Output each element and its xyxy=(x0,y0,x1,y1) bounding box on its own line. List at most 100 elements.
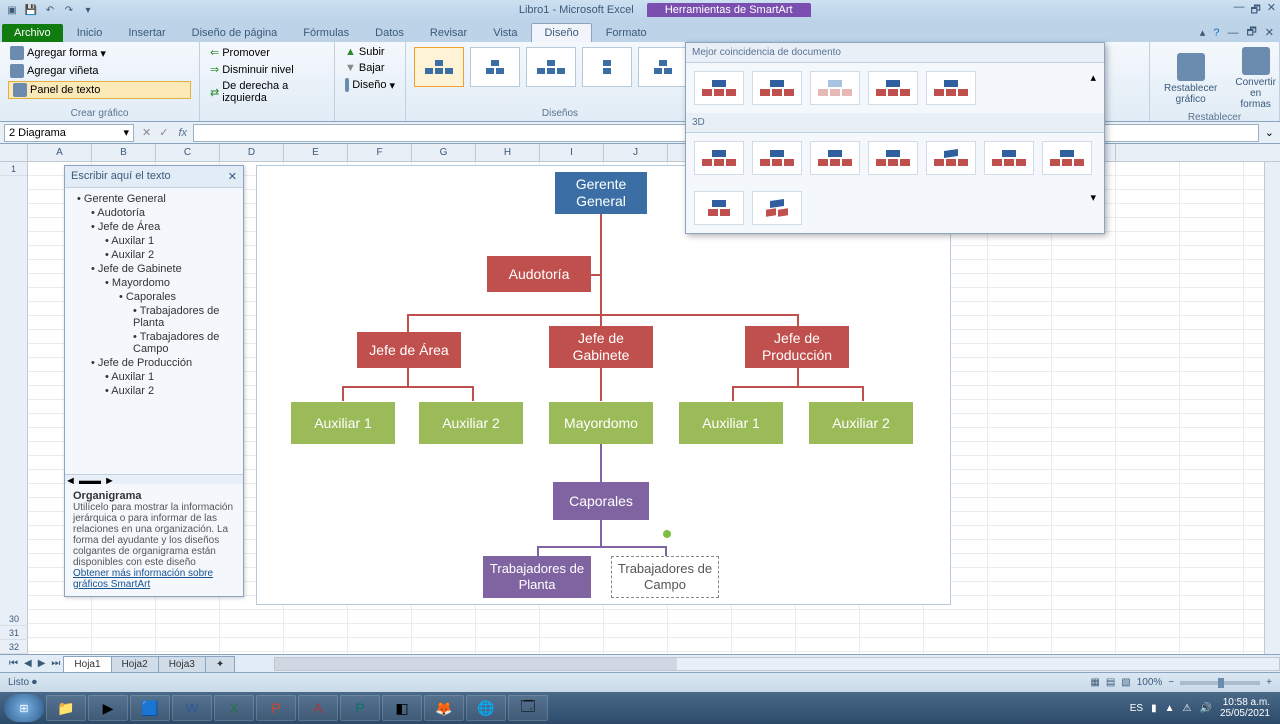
style-thumb-3d[interactable] xyxy=(752,191,802,225)
layout-thumb-5[interactable] xyxy=(638,47,688,87)
window-minimize-icon[interactable]: — xyxy=(1227,27,1238,39)
convertir-formas-button[interactable]: Convertir en formas xyxy=(1229,45,1280,112)
sheet-tab-hoja3[interactable]: Hoja3 xyxy=(158,656,206,672)
taskbar-word-icon[interactable]: W xyxy=(172,695,212,721)
style-thumb[interactable] xyxy=(694,71,744,105)
agregar-forma-button[interactable]: Agregar forma ▾ xyxy=(8,45,191,61)
node-gerente[interactable]: Gerente General xyxy=(555,172,647,214)
node-auxiliar1[interactable]: Auxiliar 1 xyxy=(291,402,395,444)
fx-icon[interactable]: fx xyxy=(172,127,193,139)
text-pane-link[interactable]: Obtener más información sobre gráficos S… xyxy=(73,568,213,590)
gallery-scroll-up[interactable]: ▴ xyxy=(1090,71,1096,84)
horizontal-scrollbar[interactable] xyxy=(274,657,1280,671)
undo-icon[interactable]: ↶ xyxy=(42,2,58,18)
disminuir-nivel-button[interactable]: ⇒Disminuir nivel xyxy=(208,62,326,77)
tab-diseno[interactable]: Diseño xyxy=(531,23,591,42)
window-restore-icon[interactable]: 🗗 xyxy=(1246,23,1256,42)
text-pane-close-icon[interactable]: ✕ xyxy=(228,170,237,183)
style-thumb-3d[interactable] xyxy=(1042,141,1092,175)
diseno-dropdown[interactable]: Diseño ▾ xyxy=(343,77,397,93)
vertical-scrollbar[interactable] xyxy=(1264,162,1280,654)
sheet-nav-prev[interactable]: ◀ xyxy=(21,658,35,669)
tab-revisar[interactable]: Revisar xyxy=(418,24,479,42)
node-auxiliar1b[interactable]: Auxiliar 1 xyxy=(679,402,783,444)
style-thumb[interactable] xyxy=(752,71,802,105)
style-thumb-3d[interactable] xyxy=(810,141,860,175)
taskbar-media-icon[interactable]: ▶ xyxy=(88,695,128,721)
system-tray[interactable]: ES ▮ ▲ ⚠ 🔊 10:58 a.m. 25/05/2021 xyxy=(1130,697,1276,719)
style-thumb-3d[interactable] xyxy=(926,141,976,175)
taskbar-access-icon[interactable]: A xyxy=(298,695,338,721)
row-headers[interactable]: 1 xyxy=(0,162,28,654)
zoom-out-icon[interactable]: − xyxy=(1168,677,1174,688)
help-icon[interactable]: ? xyxy=(1213,27,1219,39)
qat-more-icon[interactable]: ▾ xyxy=(80,2,96,18)
taskbar-publisher-icon[interactable]: P xyxy=(340,695,380,721)
agregar-vineta-button[interactable]: Agregar viñeta xyxy=(8,63,191,79)
taskbar-excel-icon[interactable]: X xyxy=(214,695,254,721)
close-icon[interactable]: ✕ xyxy=(1267,1,1276,20)
tray-volume-icon[interactable]: 🔊 xyxy=(1199,703,1211,714)
select-all-corner[interactable] xyxy=(0,144,28,162)
tray-up-icon[interactable]: ▲ xyxy=(1165,703,1175,714)
style-thumb[interactable] xyxy=(926,71,976,105)
sheet-nav-last[interactable]: ⏭ xyxy=(48,658,63,669)
tab-inicio[interactable]: Inicio xyxy=(65,24,115,42)
taskbar-powerpoint-icon[interactable]: P xyxy=(256,695,296,721)
bajar-button[interactable]: ▼Bajar xyxy=(343,61,397,75)
derecha-izquierda-button[interactable]: ⇄De derecha a izquierda xyxy=(208,79,326,105)
redo-icon[interactable]: ↷ xyxy=(61,2,77,18)
tray-network-icon[interactable]: ⚠ xyxy=(1183,703,1192,714)
start-button[interactable]: ⊞ xyxy=(4,694,44,722)
text-pane-scrollbar[interactable]: ◄ ▬▬ ► xyxy=(65,474,243,484)
style-thumb[interactable] xyxy=(868,71,918,105)
tab-insertar[interactable]: Insertar xyxy=(116,24,177,42)
view-layout-icon[interactable]: ▤ xyxy=(1106,677,1115,688)
gallery-scroll-down[interactable]: ▾ xyxy=(1090,191,1096,225)
restore-icon[interactable]: 🗗 xyxy=(1250,1,1260,20)
view-pagebreak-icon[interactable]: ▧ xyxy=(1121,677,1130,688)
style-thumb-3d[interactable] xyxy=(868,141,918,175)
node-auditoria[interactable]: Audotoría xyxy=(487,256,591,292)
tab-formulas[interactable]: Fórmulas xyxy=(291,24,361,42)
cancel-icon[interactable]: ✕ xyxy=(138,126,155,139)
node-mayordomo[interactable]: Mayordomo xyxy=(549,402,653,444)
layout-thumb-4[interactable] xyxy=(582,47,632,87)
node-caporales[interactable]: Caporales xyxy=(553,482,649,520)
expand-formula-icon[interactable]: ⌄ xyxy=(1259,126,1280,139)
rotation-handle-icon[interactable] xyxy=(663,530,671,538)
node-trabajadores-planta[interactable]: Trabajadores de Planta xyxy=(483,556,591,598)
taskbar-app-icon[interactable]: 🟦 xyxy=(130,695,170,721)
panel-texto-button[interactable]: Panel de texto xyxy=(8,81,191,99)
tab-vista[interactable]: Vista xyxy=(481,24,529,42)
tray-flag-icon[interactable]: ▮ xyxy=(1151,703,1157,714)
zoom-in-icon[interactable]: + xyxy=(1266,677,1272,688)
node-jefe-area[interactable]: Jefe de Área xyxy=(357,332,461,368)
enter-icon[interactable]: ✓ xyxy=(155,126,172,139)
macro-record-icon[interactable]: ⏺ xyxy=(32,677,37,688)
node-jefe-gabinete[interactable]: Jefe de Gabinete xyxy=(549,326,653,368)
subir-button[interactable]: ▲Subir xyxy=(343,45,397,59)
tab-diseno-pagina[interactable]: Diseño de página xyxy=(180,24,290,42)
sheet-nav-next[interactable]: ▶ xyxy=(35,658,49,669)
tab-archivo[interactable]: Archivo xyxy=(2,24,63,42)
minimize-ribbon-icon[interactable]: ▴ xyxy=(1200,26,1206,39)
taskbar-gimp-icon[interactable]: 🦊 xyxy=(424,695,464,721)
taskbar-chrome-icon[interactable]: 🌐 xyxy=(466,695,506,721)
node-trabajadores-campo-selected[interactable]: Trabajadores de Campo xyxy=(611,556,719,598)
node-jefe-produccion[interactable]: Jefe de Producción xyxy=(745,326,849,368)
tray-lang[interactable]: ES xyxy=(1130,703,1143,714)
sheet-tab-hoja1[interactable]: Hoja1 xyxy=(63,656,111,672)
style-thumb-3d[interactable] xyxy=(984,141,1034,175)
node-auxiliar2[interactable]: Auxiliar 2 xyxy=(419,402,523,444)
style-thumb[interactable] xyxy=(810,71,860,105)
save-icon[interactable]: 💾 xyxy=(23,2,39,18)
layout-thumb-1[interactable] xyxy=(414,47,464,87)
taskbar-explorer-icon[interactable]: 📁 xyxy=(46,695,86,721)
tab-formato[interactable]: Formato xyxy=(594,24,659,42)
taskbar-app2-icon[interactable]: ◧ xyxy=(382,695,422,721)
view-normal-icon[interactable]: ▦ xyxy=(1090,677,1099,688)
zoom-slider[interactable] xyxy=(1180,681,1260,685)
layout-thumb-3[interactable] xyxy=(526,47,576,87)
name-box[interactable]: 2 Diagrama▾ xyxy=(4,124,134,142)
